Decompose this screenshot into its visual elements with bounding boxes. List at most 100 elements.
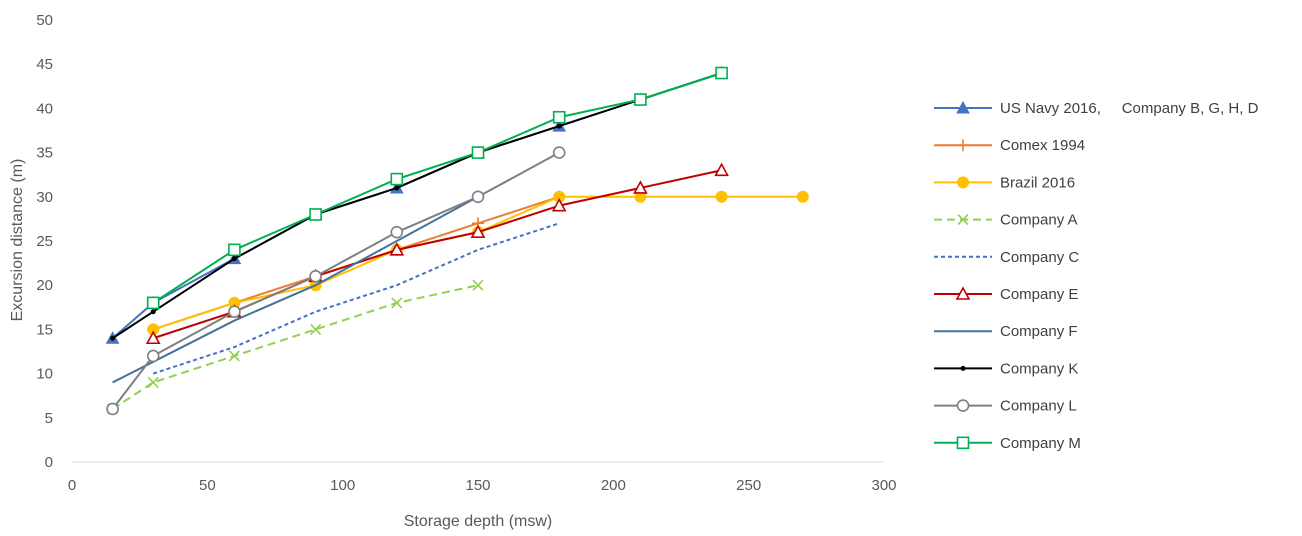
legend-marker (957, 139, 969, 152)
data-point (390, 172, 404, 186)
legend-label: Company M (1000, 435, 1081, 452)
legend-label: Company C (1000, 249, 1079, 266)
legend-marker (957, 214, 969, 226)
legend-marker (960, 365, 966, 371)
series-line (152, 195, 803, 331)
data-point (556, 123, 562, 129)
legend-item: Brazil 2016 (934, 174, 1075, 191)
data-point (389, 242, 405, 256)
y-tick-label: 20 (36, 277, 53, 294)
legend-label: Company L (1000, 398, 1077, 415)
series-line (112, 195, 479, 384)
data-point (470, 224, 486, 238)
y-tick-label: 0 (45, 454, 53, 471)
legend-marker (955, 286, 971, 300)
data-point (634, 93, 647, 106)
legend-item: Comex 1994 (934, 137, 1085, 154)
data-point (471, 190, 485, 204)
x-tick-label: 200 (601, 477, 626, 494)
legend-item: Company A (934, 212, 1078, 229)
y-tick-label: 25 (36, 233, 53, 250)
x-tick-label: 0 (68, 477, 76, 494)
series-line (111, 151, 560, 410)
data-point (150, 309, 156, 315)
y-tick-label: 35 (36, 145, 53, 162)
data-point (472, 279, 484, 291)
data-point (228, 243, 241, 257)
y-tick-label: 15 (36, 321, 53, 338)
data-point (633, 180, 648, 194)
axes: 0 50 100 150 200 250 300 0 5 10 15 20 25 30 35 40 45 50 (36, 12, 896, 494)
data-point (309, 270, 322, 283)
data-point (714, 162, 729, 177)
data-point (145, 330, 161, 345)
data-point (147, 376, 159, 389)
x-tick-label: 250 (736, 477, 761, 494)
legend-label: Brazil 2016 (1000, 174, 1075, 191)
series-6 (112, 195, 479, 384)
data-point (110, 335, 116, 341)
legend-label: Company E (1000, 286, 1078, 303)
legend-item: Company F (934, 323, 1078, 340)
series-layer (105, 65, 809, 416)
legend-label: Company A (1000, 212, 1078, 229)
series-4 (152, 222, 560, 375)
series-line (152, 222, 560, 375)
legend-item: Company K (934, 360, 1078, 377)
data-point (471, 146, 485, 159)
data-point (552, 146, 566, 159)
data-point (146, 349, 160, 363)
data-point (228, 305, 241, 319)
x-tick-label: 50 (199, 477, 216, 494)
y-tick-label: 50 (36, 12, 53, 29)
y-tick-label: 10 (36, 366, 53, 383)
data-point (228, 350, 240, 362)
legend-label: Comex 1994 (1000, 137, 1085, 154)
x-tick-label: 100 (330, 477, 355, 494)
data-point (146, 296, 160, 310)
legend-item: Company C (934, 249, 1079, 266)
data-point (310, 323, 322, 335)
legend-item: Company E (934, 286, 1078, 303)
series-0 (105, 65, 729, 344)
y-axis-title: Excursion distance (m) (9, 159, 26, 322)
legend-marker (956, 436, 970, 450)
x-tick-label: 300 (871, 477, 896, 494)
legend-label: Company F (1000, 323, 1078, 340)
series-line (112, 284, 479, 410)
data-point (552, 110, 566, 124)
data-point (551, 197, 567, 212)
data-point (106, 402, 119, 416)
y-tick-label: 30 (36, 189, 53, 206)
x-axis-title: Storage depth (msw) (404, 513, 553, 530)
x-tick-label: 150 (465, 477, 490, 494)
data-point (715, 66, 728, 80)
data-point (390, 225, 404, 239)
legend-item: US Navy 2016, Company B, G, H, D (934, 100, 1259, 117)
data-point (231, 256, 237, 262)
y-tick-label: 45 (36, 56, 53, 73)
legend-marker (956, 399, 970, 412)
data-point (391, 297, 403, 309)
data-point (394, 185, 400, 191)
series-8 (106, 146, 566, 416)
legend-label: US Navy 2016, Company B, G, H, D (1000, 100, 1259, 117)
series-line (152, 72, 722, 304)
y-tick-label: 5 (45, 410, 53, 427)
legend-marker (957, 176, 969, 189)
series-7 (110, 70, 725, 341)
series-9 (146, 66, 728, 310)
legend-item: Company L (934, 398, 1077, 415)
legend: US Navy 2016, Company B, G, H, D Comex 19… (934, 100, 1259, 452)
y-tick-label: 40 (36, 100, 53, 117)
series-3 (107, 279, 484, 415)
legend-marker (956, 100, 970, 114)
legend-item: Company M (934, 435, 1081, 452)
data-point (715, 190, 728, 203)
data-point (796, 190, 809, 203)
series-2 (147, 190, 809, 336)
legend-label: Company K (1000, 360, 1078, 377)
data-point (309, 208, 322, 221)
